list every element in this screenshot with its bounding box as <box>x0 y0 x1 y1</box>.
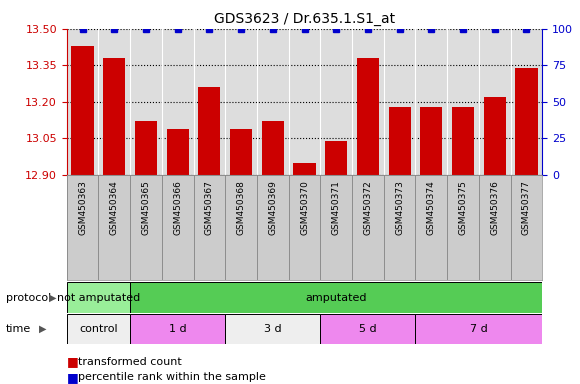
Bar <box>135 121 157 175</box>
Bar <box>357 58 379 175</box>
Bar <box>320 314 415 344</box>
Bar <box>415 314 542 344</box>
Bar <box>166 129 188 175</box>
Text: GSM450369: GSM450369 <box>269 180 277 235</box>
Text: GSM450375: GSM450375 <box>459 180 467 235</box>
Bar <box>225 175 257 280</box>
Bar <box>130 175 162 280</box>
Text: 5 d: 5 d <box>359 324 377 334</box>
Text: protocol: protocol <box>6 293 51 303</box>
Text: GSM450368: GSM450368 <box>237 180 245 235</box>
Text: GSM450376: GSM450376 <box>490 180 499 235</box>
Title: GDS3623 / Dr.635.1.S1_at: GDS3623 / Dr.635.1.S1_at <box>214 12 395 26</box>
Text: ■: ■ <box>67 355 78 368</box>
Bar <box>230 129 252 175</box>
Bar <box>389 107 411 175</box>
Text: GSM450370: GSM450370 <box>300 180 309 235</box>
Text: GSM450364: GSM450364 <box>110 180 119 235</box>
Text: GSM450374: GSM450374 <box>427 180 436 235</box>
Bar <box>257 175 289 280</box>
Bar <box>479 175 510 280</box>
Bar <box>325 141 347 175</box>
Text: 7 d: 7 d <box>470 324 488 334</box>
Text: transformed count: transformed count <box>78 357 182 367</box>
Text: GSM450377: GSM450377 <box>522 180 531 235</box>
Bar <box>320 175 352 280</box>
Bar <box>452 107 474 175</box>
Text: GSM450371: GSM450371 <box>332 180 340 235</box>
Bar <box>67 314 130 344</box>
Bar <box>293 162 316 175</box>
Bar <box>99 175 130 280</box>
Bar <box>510 175 542 280</box>
Bar <box>384 175 415 280</box>
Text: not amputated: not amputated <box>57 293 140 303</box>
Text: GSM450373: GSM450373 <box>395 180 404 235</box>
Text: GSM450367: GSM450367 <box>205 180 214 235</box>
Bar <box>420 107 443 175</box>
Text: control: control <box>79 324 118 334</box>
Bar <box>103 58 125 175</box>
Text: 3 d: 3 d <box>264 324 282 334</box>
Text: percentile rank within the sample: percentile rank within the sample <box>78 372 266 382</box>
Bar <box>67 175 99 280</box>
Bar <box>130 282 542 313</box>
Bar <box>194 175 225 280</box>
Bar <box>71 46 93 175</box>
Text: GSM450365: GSM450365 <box>142 180 150 235</box>
Bar <box>352 175 384 280</box>
Text: GSM450363: GSM450363 <box>78 180 87 235</box>
Text: ▶: ▶ <box>39 324 46 334</box>
Text: GSM450366: GSM450366 <box>173 180 182 235</box>
Text: ■: ■ <box>67 371 78 384</box>
Bar <box>225 314 320 344</box>
Bar <box>415 175 447 280</box>
Bar <box>162 175 194 280</box>
Bar <box>289 175 320 280</box>
Bar <box>447 175 479 280</box>
Text: time: time <box>6 324 31 334</box>
Text: ▶: ▶ <box>49 293 57 303</box>
Bar <box>67 282 130 313</box>
Text: GSM450372: GSM450372 <box>364 180 372 235</box>
Text: amputated: amputated <box>306 293 367 303</box>
Bar <box>484 97 506 175</box>
Bar <box>262 121 284 175</box>
Bar <box>198 87 220 175</box>
Bar <box>516 68 538 175</box>
Text: 1 d: 1 d <box>169 324 187 334</box>
Bar <box>130 314 225 344</box>
